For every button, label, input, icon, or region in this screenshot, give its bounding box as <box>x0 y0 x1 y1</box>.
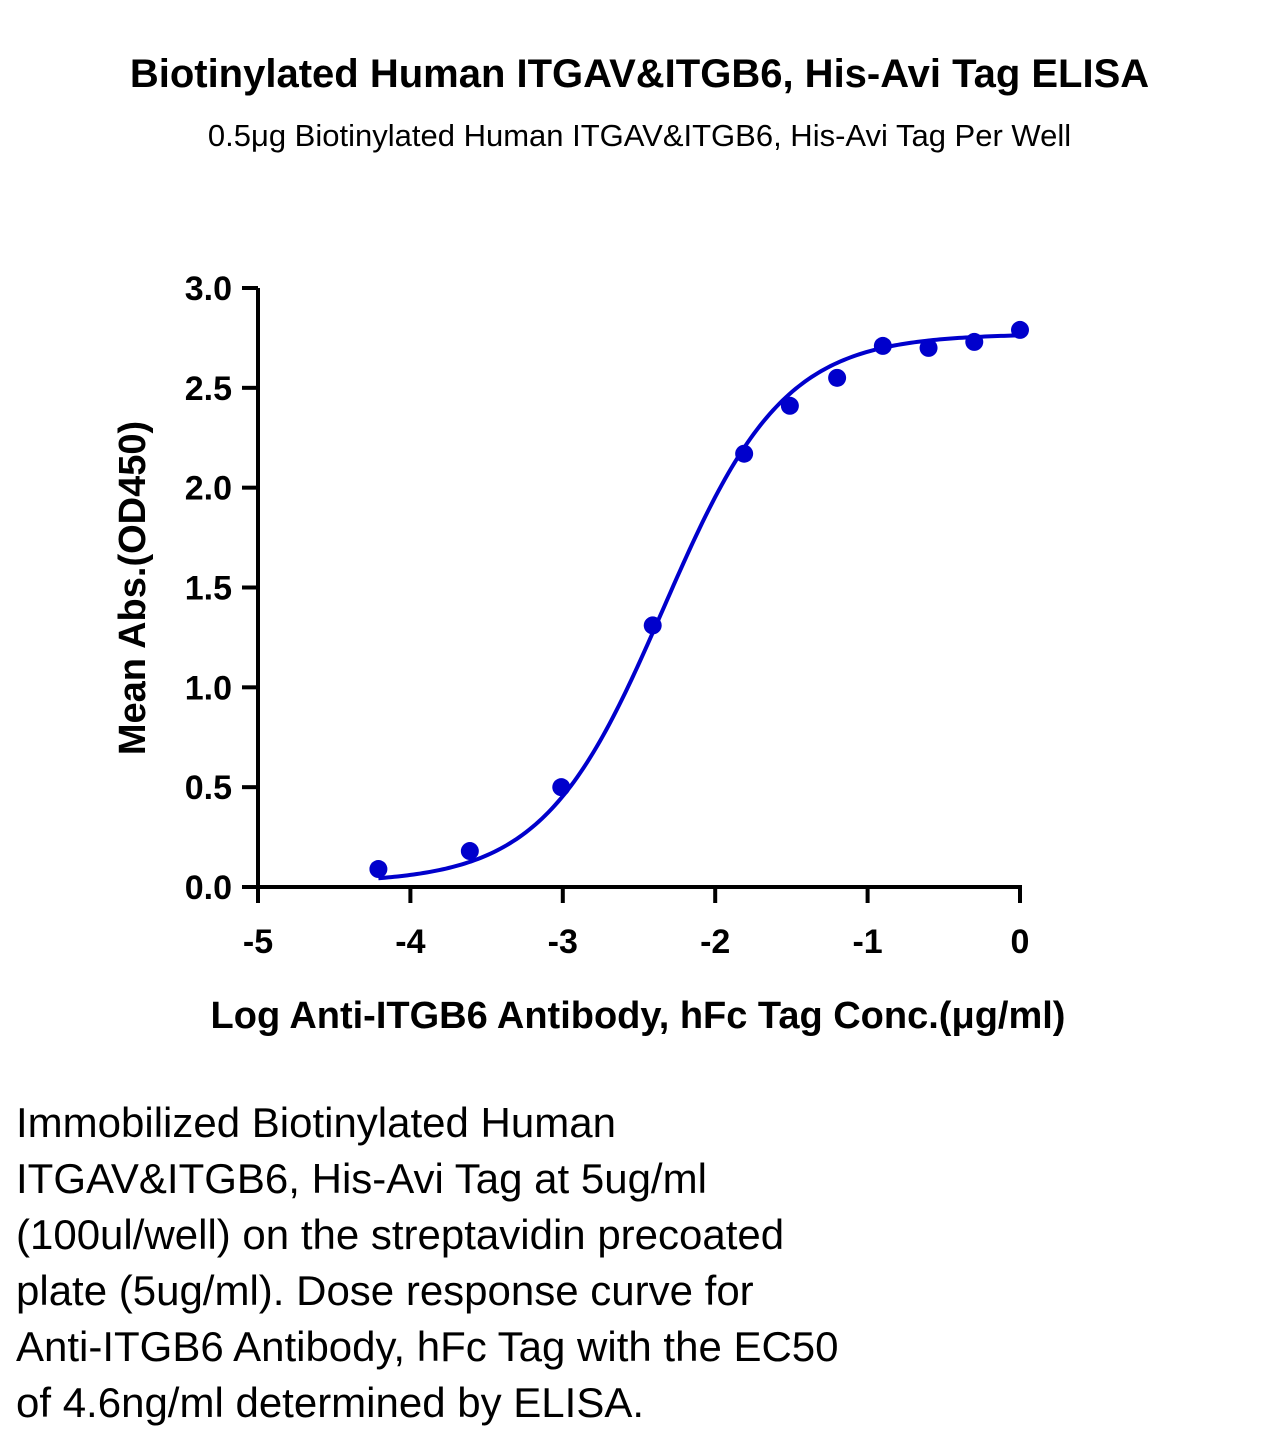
data-point <box>460 842 479 861</box>
y-tick-label: 1.0 <box>185 669 232 707</box>
caption-line: plate (5ug/ml). Dose response curve for <box>16 1267 754 1314</box>
caption-line: Anti-ITGB6 Antibody, hFc Tag with the EC… <box>16 1323 839 1370</box>
chart-subtitle: 0.5μg Biotinylated Human ITGAV&ITGB6, Hi… <box>207 118 1072 153</box>
data-point <box>643 616 662 635</box>
y-tick-label: 0.5 <box>185 769 232 807</box>
data-point <box>873 336 892 355</box>
x-tick-label: -2 <box>700 923 730 961</box>
caption-line: (100ul/well) on the streptavidin precoat… <box>16 1211 785 1258</box>
chart-title: Biotinylated Human ITGAV&ITGB6, His-Avi … <box>129 52 1150 96</box>
caption-line: ITGAV&ITGB6, His-Avi Tag at 5ug/ml <box>16 1155 707 1202</box>
data-point <box>552 778 571 797</box>
x-tick-label: -3 <box>548 923 578 961</box>
y-tick-label: 3.0 <box>185 270 232 308</box>
x-tick-label: -4 <box>395 923 425 961</box>
figure-caption: Immobilized Biotinylated Human ITGAV&ITGB… <box>16 1095 1116 1431</box>
y-tick-label: 1.5 <box>185 570 232 608</box>
dose-response-chart: 0.0 0.5 1.0 1.5 2.0 2.5 3.0 -5 -4 -3 -2 -1 0 Mean A… <box>112 270 1066 1037</box>
caption-line: Immobilized Biotinylated Human <box>16 1099 616 1146</box>
data-point <box>828 368 847 387</box>
y-tick-label: 2.0 <box>185 470 232 508</box>
x-tick-label: -1 <box>852 923 882 961</box>
y-axis: 0.0 0.5 1.0 1.5 2.0 2.5 3.0 <box>185 270 260 907</box>
data-point <box>735 444 754 463</box>
data-point <box>965 332 984 351</box>
y-axis-label: Mean Abs.(OD450) <box>112 421 154 755</box>
data-point <box>1011 320 1029 339</box>
x-axis: -5 -4 -3 -2 -1 0 <box>243 885 1030 961</box>
y-tick-label: 0.0 <box>185 869 232 907</box>
data-point <box>780 396 799 415</box>
data-point <box>369 860 388 879</box>
x-axis-label: Log Anti-ITGB6 Antibody, hFc Tag Conc.(μ… <box>211 995 1066 1037</box>
fit-curve-line <box>378 333 1021 881</box>
caption-line: of 4.6ng/ml determined by ELISA. <box>16 1379 645 1426</box>
x-tick-label: -5 <box>243 923 273 961</box>
y-tick-label: 2.5 <box>185 370 232 408</box>
data-points <box>369 320 1029 879</box>
data-point <box>919 338 938 357</box>
x-tick-label: 0 <box>1011 923 1030 961</box>
fit-curve-group <box>378 333 1021 881</box>
